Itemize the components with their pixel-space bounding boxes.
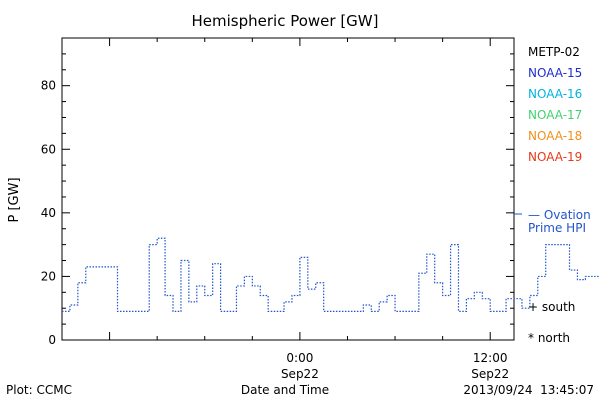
y-tick-labels: 0 20 40 60 80: [41, 79, 56, 347]
ovation-prime-hpi-line: [62, 237, 600, 312]
marker-key: + south * north: [528, 300, 575, 345]
legend-item: NOAA-18: [528, 129, 582, 143]
y-tick-label: 80: [41, 79, 56, 93]
x-tick-date-label: Sep22: [281, 367, 319, 381]
x-tick-labels: 0:00Sep2212:00Sep220:00Sep2312:00Sep230:…: [281, 351, 509, 381]
legend-item: NOAA-19: [528, 150, 582, 164]
y-tick-label: 20: [41, 269, 56, 283]
x-tick-date-label: Sep22: [471, 367, 509, 381]
marker-key-item: * north: [528, 331, 570, 345]
plot-timestamp: 2013/09/24 13:45:07: [463, 383, 594, 397]
ovation-legend-label: Prime HPI: [528, 221, 586, 235]
y-tick-label: 0: [48, 333, 56, 347]
legend-item: NOAA-15: [528, 66, 582, 80]
y-tick-label: 40: [41, 206, 56, 220]
x-tick-time-label: 0:00: [286, 351, 313, 365]
x-axis-label: Date and Time: [241, 383, 329, 397]
plot-frame: [61, 37, 515, 341]
x-tick-time-label: 12:00: [473, 351, 508, 365]
legend-item: METP-02: [528, 45, 580, 59]
chart-title: Hemispheric Power [GW]: [192, 12, 379, 30]
legend: METP-02 NOAA-15 NOAA-16 NOAA-17 NOAA-18 NOAA-…: [528, 45, 582, 164]
axis-ticks: [62, 37, 514, 341]
plot-credit: Plot: CCMC: [6, 383, 72, 397]
marker-key-item: + south: [528, 300, 575, 314]
legend-item: NOAA-16: [528, 87, 582, 101]
ovation-legend-label: — Ovation: [528, 208, 591, 222]
y-tick-label: 60: [41, 142, 56, 156]
legend-item: NOAA-17: [528, 108, 582, 122]
y-axis-label: P [GW]: [7, 177, 22, 222]
